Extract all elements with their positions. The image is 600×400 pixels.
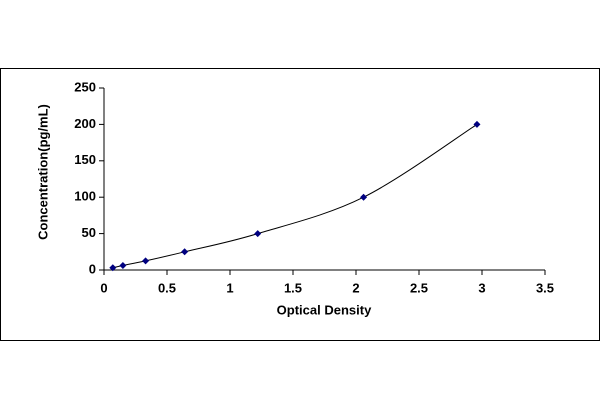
data-point bbox=[119, 261, 127, 269]
data-point bbox=[473, 120, 481, 128]
chart-frame bbox=[0, 68, 600, 341]
x-tick-label: 1 bbox=[226, 280, 233, 295]
y-axis-label: Concentration(pg/mL) bbox=[35, 104, 50, 240]
data-point bbox=[360, 193, 368, 201]
x-tick-label: 0 bbox=[100, 280, 107, 295]
y-tick-label: 200 bbox=[74, 116, 96, 131]
y-tick-label: 100 bbox=[74, 189, 96, 204]
data-point bbox=[181, 248, 189, 256]
y-tick-label: 0 bbox=[89, 261, 96, 276]
y-tick-label: 50 bbox=[82, 225, 96, 240]
x-tick-label: 0.5 bbox=[158, 280, 176, 295]
x-tick-label: 3.5 bbox=[536, 280, 554, 295]
y-tick-label: 150 bbox=[74, 152, 96, 167]
data-point bbox=[142, 257, 150, 265]
x-tick-label: 3 bbox=[478, 280, 485, 295]
fit-curve bbox=[112, 123, 478, 269]
x-tick-label: 2.5 bbox=[410, 280, 428, 295]
data-point bbox=[109, 264, 117, 272]
data-point bbox=[254, 230, 262, 238]
x-axis-label: Optical Density bbox=[277, 302, 372, 317]
x-tick-label: 2 bbox=[352, 280, 359, 295]
x-tick-label: 1.5 bbox=[284, 280, 302, 295]
y-tick-label: 250 bbox=[74, 79, 96, 94]
